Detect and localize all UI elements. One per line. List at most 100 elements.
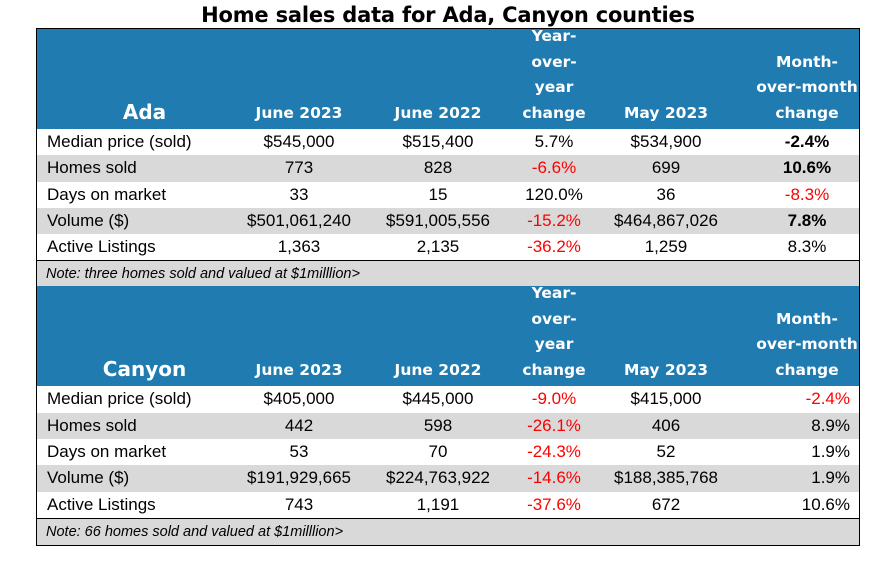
cell-mom: -8.3%	[784, 184, 830, 204]
table-header: Canyon June 2023 June 2022 May 2023 Year-ove…	[37, 284, 859, 387]
column-header-may-2023: May 2023	[623, 360, 709, 379]
column-header-mom-line: change	[775, 103, 839, 122]
cell-may-2023: 699	[651, 158, 681, 178]
cell-june-2022: 2,135	[416, 237, 460, 257]
table-row: Active Listings 1,363 2,135 -36.2% 1,259 8.3%	[37, 234, 859, 260]
cell-june-2023: 33	[289, 184, 309, 204]
cell-mom: 7.8%	[787, 210, 827, 230]
table-row: Median price (sold) $405,000 $445,000 -9.0%…	[37, 386, 859, 412]
table-row: Days on market 53 70 -24.3% 52 1.9%	[37, 439, 859, 465]
cell-mom: 10.6%	[801, 494, 850, 514]
column-header-mom: Month-over-month change	[747, 50, 867, 127]
cell-june-2023: $191,929,665	[247, 468, 351, 488]
column-header-mom-line: over-month	[756, 78, 858, 96]
cell-june-2022: 598	[423, 415, 453, 435]
column-header-may-2023: May 2023	[623, 103, 709, 122]
column-header-june-2023: June 2023	[255, 360, 343, 379]
cell-yoy: -9.0%	[531, 389, 577, 409]
column-header-yoy: Year-over-year change	[509, 24, 599, 126]
table-row: Homes sold 442 598 -26.1% 406 8.9%	[37, 412, 859, 440]
column-header-mom-line: Month-	[776, 309, 838, 328]
cell-yoy: 120.0%	[525, 184, 583, 204]
column-header-yoy-line: change	[522, 103, 586, 122]
county-section-ada: Ada June 2023 June 2022 May 2023 Year-over-y…	[37, 27, 859, 287]
column-header-yoy: Year-over-year change	[509, 281, 599, 383]
cell-june-2022: $515,400	[402, 132, 474, 151]
cell-june-2023: 1,363	[277, 237, 321, 257]
cell-june-2023: $501,061,240	[247, 210, 351, 230]
cell-yoy: -24.3%	[527, 442, 581, 462]
cell-may-2023: $534,900	[630, 132, 702, 151]
cell-june-2022: 1,191	[416, 494, 460, 514]
row-label: Active Listings	[47, 237, 156, 257]
table-note: Note: three homes sold and valued at $1m…	[37, 260, 859, 287]
cell-mom: 1.9%	[811, 468, 850, 488]
cell-june-2023: 442	[284, 415, 314, 435]
cell-june-2022: 70	[428, 442, 448, 462]
column-header-yoy-line: over-	[531, 309, 577, 328]
cell-may-2023: 406	[651, 415, 681, 435]
column-header-june-2022: June 2022	[394, 103, 482, 122]
cell-yoy: -36.2%	[527, 237, 581, 257]
county-name: Ada	[122, 100, 167, 124]
column-header-yoy-line: year	[534, 78, 574, 96]
row-label: Volume ($)	[47, 468, 130, 488]
cell-may-2023: 672	[651, 494, 681, 514]
row-label: Homes sold	[47, 158, 137, 178]
cell-may-2023: 1,259	[644, 237, 688, 257]
cell-may-2023: $464,867,026	[614, 210, 718, 230]
cell-june-2023: $545,000	[263, 132, 335, 151]
row-label: Active Listings	[47, 494, 156, 514]
cell-june-2023: 53	[289, 442, 309, 462]
column-header-yoy-line: year	[534, 335, 574, 354]
row-label: Median price (sold)	[47, 389, 192, 409]
cell-june-2022: $591,005,556	[386, 210, 490, 230]
cell-yoy: -37.6%	[527, 494, 581, 514]
row-label: Days on market	[47, 184, 167, 204]
cell-mom: 10.6%	[782, 158, 832, 178]
cell-mom: 8.3%	[787, 237, 827, 257]
cell-mom: -2.4%	[784, 132, 830, 151]
home-sales-table: Ada June 2023 June 2022 May 2023 Year-over-y…	[36, 27, 860, 546]
county-section-canyon: Canyon June 2023 June 2022 May 2023 Year-ove…	[37, 284, 859, 545]
cell-june-2023: $405,000	[263, 389, 335, 409]
column-header-yoy-line: Year-	[531, 27, 577, 45]
cell-may-2023: $415,000	[630, 389, 702, 409]
column-header-yoy-line: Year-	[531, 284, 577, 303]
table-note: Note: 66 homes sold and valued at $1mill…	[37, 517, 859, 545]
column-header-june-2023: June 2023	[255, 103, 343, 122]
row-label: Homes sold	[47, 415, 137, 435]
cell-june-2022: $445,000	[402, 389, 474, 409]
table-row: Volume ($) $191,929,665 $224,763,922 -14.6%…	[37, 465, 859, 492]
cell-yoy: -15.2%	[527, 210, 581, 230]
cell-yoy: 5.7%	[534, 132, 574, 151]
cell-may-2023: 52	[656, 442, 676, 462]
column-header-yoy-line: over-	[531, 52, 577, 71]
column-header-mom: Month-over-month change	[747, 307, 867, 384]
county-name: Canyon	[102, 357, 187, 382]
column-header-june-2022: June 2022	[394, 360, 482, 379]
cell-june-2023: 773	[284, 158, 314, 178]
row-label: Days on market	[47, 442, 167, 462]
column-header-mom-line: change	[775, 360, 839, 379]
cell-yoy: -14.6%	[527, 468, 581, 488]
cell-may-2023: $188,385,768	[614, 468, 718, 488]
cell-june-2023: 743	[284, 494, 314, 514]
cell-mom: -2.4%	[805, 389, 850, 409]
row-label: Volume ($)	[47, 210, 130, 230]
column-header-mom-line: Month-	[776, 52, 838, 71]
table-row: Days on market 33 15 120.0% 36 -8.3%	[37, 182, 859, 208]
table-row: Active Listings 743 1,191 -37.6% 672 10.6%	[37, 492, 859, 518]
cell-june-2022: $224,763,922	[386, 468, 490, 488]
table-header: Ada June 2023 June 2022 May 2023 Year-over-y…	[37, 27, 859, 129]
cell-june-2022: 15	[428, 184, 448, 204]
cell-yoy: -6.6%	[531, 158, 577, 178]
cell-may-2023: 36	[656, 184, 676, 204]
cell-yoy: -26.1%	[527, 415, 581, 435]
table-row: Homes sold 773 828 -6.6% 699 10.6%	[37, 155, 859, 182]
column-header-yoy-line: change	[522, 360, 586, 379]
cell-mom: 1.9%	[811, 442, 850, 462]
table-row: Median price (sold) $545,000 $515,400 5.7% $…	[37, 129, 859, 155]
cell-mom: 8.9%	[811, 415, 850, 435]
cell-june-2022: 828	[423, 158, 453, 178]
